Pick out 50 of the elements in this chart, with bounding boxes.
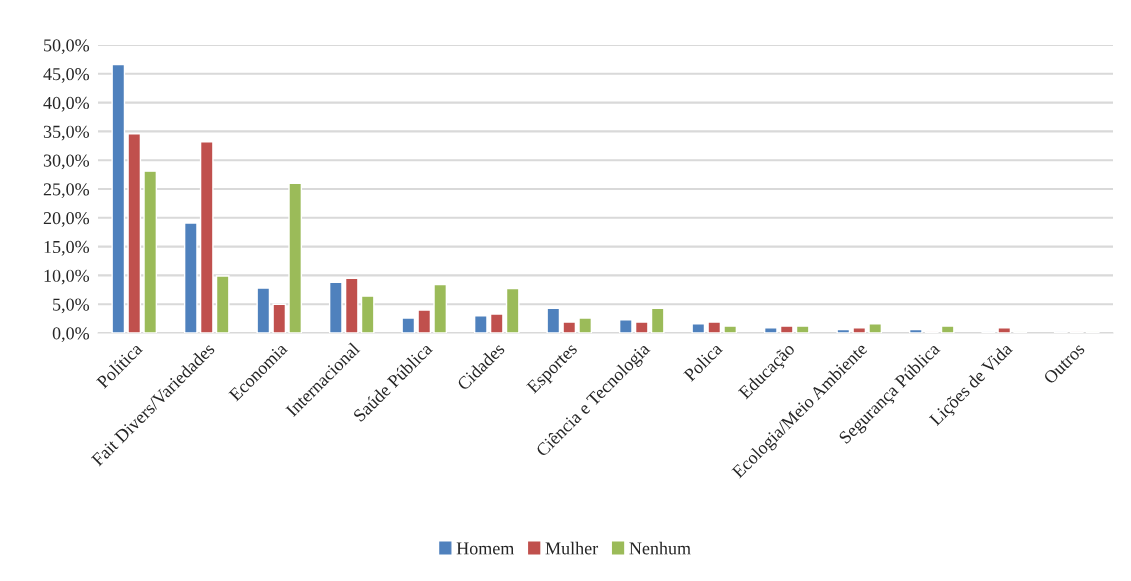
bar — [634, 321, 649, 333]
bar — [473, 315, 488, 333]
bar — [272, 303, 287, 333]
bar — [852, 327, 867, 333]
bar — [256, 287, 271, 333]
y-tick-label: 50,0% — [44, 39, 90, 55]
y-tick-label: 5,0% — [53, 298, 90, 314]
y-tick-label: 15,0% — [44, 240, 90, 256]
y-tick-label: 10,0% — [44, 269, 90, 285]
bar — [505, 287, 520, 333]
y-tick-label: 40,0% — [43, 96, 90, 112]
bar — [578, 317, 593, 333]
legend-label: Mulher — [545, 541, 599, 555]
bar — [779, 325, 794, 333]
bar — [868, 323, 883, 333]
bar — [940, 325, 955, 333]
bar — [215, 275, 230, 333]
bar — [707, 321, 722, 333]
bar — [344, 277, 359, 333]
bar — [691, 323, 706, 333]
bar — [997, 327, 1012, 333]
legend-label: Nenhum — [629, 541, 691, 555]
y-tick-label: 0,0% — [52, 327, 90, 343]
bar — [417, 309, 432, 333]
bar — [836, 328, 851, 333]
y-tick-label: 25,0% — [43, 183, 90, 199]
bar — [143, 170, 158, 333]
y-tick-label: 35,0% — [43, 125, 90, 141]
bar — [650, 307, 665, 333]
y-tick-label: 20,0% — [43, 212, 90, 227]
bar — [288, 182, 303, 333]
bar — [360, 295, 375, 333]
bar — [433, 283, 448, 333]
bar — [328, 281, 343, 333]
bar — [723, 325, 738, 333]
bar — [489, 313, 504, 333]
legend-label: Homem — [456, 542, 515, 555]
bar — [199, 141, 214, 333]
bar — [562, 321, 577, 333]
y-tick-label: 30,0% — [43, 154, 90, 170]
bar — [546, 307, 561, 333]
bar — [127, 133, 142, 333]
bar — [111, 63, 126, 333]
bar — [908, 328, 923, 333]
bar — [183, 222, 198, 333]
bar — [618, 319, 633, 333]
bar — [763, 327, 778, 333]
bar — [795, 325, 810, 333]
y-tick-label: 45,0% — [43, 68, 90, 83]
bar — [401, 317, 416, 333]
